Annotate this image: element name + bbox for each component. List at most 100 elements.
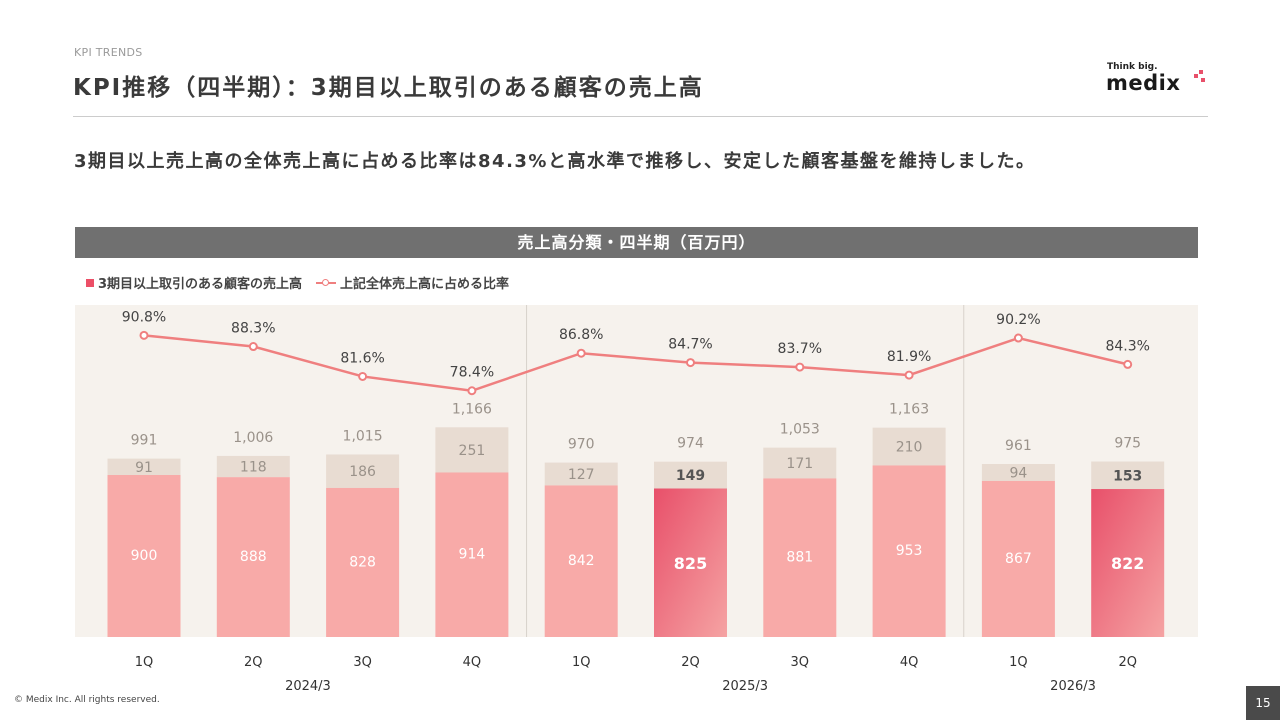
ratio-point — [248, 342, 258, 352]
bar-total-label: 1,015 — [343, 428, 383, 444]
legend-bar-swatch — [86, 278, 94, 287]
bar-other-value-label: 210 — [896, 440, 923, 456]
ratio-value-label: 81.9% — [887, 349, 931, 365]
x-tick-label: 2Q — [244, 655, 263, 670]
ratio-value-label: 88.3% — [231, 321, 275, 337]
bar-base-segment — [107, 475, 181, 637]
bar-total-label: 961 — [1005, 438, 1032, 454]
bar-other-segment — [326, 454, 400, 488]
bar-base-segment — [544, 485, 618, 637]
bar-total-label: 1,163 — [889, 402, 929, 418]
bar-other-value-label: 149 — [676, 468, 705, 484]
bar-base-value-label: 828 — [349, 554, 376, 570]
bar-base-value-label: 825 — [674, 554, 707, 573]
bar-base-value-label: 881 — [786, 550, 813, 566]
bar-other-segment — [544, 462, 618, 486]
legend-line-label: 上記全体売上高に占める比率 — [340, 277, 510, 292]
copyright: © Medix Inc. All rights reserved. — [14, 695, 160, 705]
x-tick-label: 4Q — [463, 655, 482, 670]
ratio-value-label: 86.8% — [559, 327, 603, 343]
x-tick-label: 2Q — [681, 655, 700, 670]
bar-base-value-label: 888 — [240, 549, 267, 565]
x-period-label: 2024/3 — [285, 679, 331, 694]
bar-base-value-label: 867 — [1005, 551, 1032, 567]
ratio-point — [795, 362, 805, 372]
bar-base-segment — [654, 488, 727, 637]
bar-total-label: 1,053 — [780, 422, 820, 438]
x-tick-label: 2Q — [1118, 655, 1137, 670]
x-tick-label: 3Q — [791, 655, 810, 670]
bar-other-segment — [872, 427, 946, 466]
bar-other-segment — [1091, 461, 1165, 490]
x-tick-label: 1Q — [1009, 655, 1028, 670]
bar-base-segment — [435, 472, 509, 637]
x-period-label: 2025/3 — [722, 679, 768, 694]
lead-text: 3期目以上売上高の全体売上高に占める比率は84.3%と高水準で推移し、安定した顧… — [74, 151, 1036, 172]
logo-mark — [1201, 78, 1205, 82]
section-label: KPI TRENDS — [74, 46, 143, 59]
bar-base-segment — [872, 465, 946, 637]
bar-other-segment — [435, 427, 509, 473]
ratio-point — [358, 371, 368, 381]
ratio-point — [904, 370, 914, 380]
ratio-value-label: 81.6% — [340, 350, 384, 366]
bar-base-segment — [981, 480, 1055, 637]
bar-base-segment — [1091, 489, 1165, 637]
page-number: 15 — [1246, 686, 1280, 720]
ratio-line — [143, 334, 1128, 393]
bar-other-value-label: 94 — [1009, 465, 1027, 481]
bar-total-label: 970 — [568, 437, 595, 453]
bar-base-value-label: 900 — [131, 548, 158, 564]
ratio-point — [1013, 333, 1023, 343]
bar-total-label: 1,166 — [452, 401, 492, 417]
logo-mark — [1199, 70, 1203, 74]
legend-line-swatch — [316, 278, 337, 287]
x-tick-label: 4Q — [900, 655, 919, 670]
bar-other-value-label: 171 — [786, 456, 813, 472]
bar-base-segment — [763, 478, 837, 637]
bar-total-label: 991 — [131, 433, 158, 449]
bar-other-segment — [654, 461, 727, 489]
ratio-value-label: 90.2% — [996, 312, 1040, 328]
bar-other-segment — [216, 455, 290, 478]
bar-other-value-label: 186 — [349, 464, 376, 480]
bar-base-value-label: 953 — [896, 543, 923, 559]
ratio-value-label: 84.7% — [668, 337, 712, 353]
header-divider — [73, 116, 1208, 117]
bar-total-label: 974 — [677, 436, 704, 452]
bar-other-value-label: 118 — [240, 460, 267, 476]
chart-title-banner: 売上高分類・四半期（百万円） — [75, 227, 1198, 258]
x-tick-label: 1Q — [572, 655, 591, 670]
ratio-point — [467, 386, 477, 396]
ratio-point — [1123, 359, 1133, 369]
ratio-value-label: 83.7% — [778, 341, 822, 357]
logo-mark — [1194, 74, 1198, 78]
logo-tagline: Think big. — [1107, 62, 1158, 72]
chart-legend: 3期目以上取引のある顧客の売上高 上記全体売上高に占める比率 — [86, 273, 509, 292]
bar-other-segment — [763, 447, 837, 479]
bar-base-value-label: 842 — [568, 553, 595, 569]
ratio-point — [686, 358, 695, 368]
page-title: KPI推移（四半期）：3期目以上取引のある顧客の売上高 — [73, 75, 704, 101]
bar-other-segment — [107, 458, 181, 475]
x-period-label: 2026/3 — [1050, 679, 1096, 694]
bar-base-segment — [326, 487, 400, 637]
logo-wordmark: medix — [1106, 71, 1181, 95]
x-tick-label: 1Q — [135, 655, 154, 670]
bar-other-segment — [981, 464, 1055, 481]
bar-other-value-label: 91 — [135, 460, 153, 476]
ratio-value-label: 78.4% — [450, 365, 494, 381]
bar-base-value-label: 914 — [459, 547, 486, 563]
bar-other-value-label: 251 — [459, 443, 486, 459]
bar-base-value-label: 822 — [1111, 554, 1144, 573]
ratio-point — [139, 330, 149, 340]
x-tick-label: 3Q — [353, 655, 372, 670]
bar-total-label: 975 — [1114, 436, 1141, 452]
ratio-point — [576, 348, 586, 358]
ratio-value-label: 90.8% — [122, 309, 166, 325]
legend-bar-label: 3期目以上取引のある顧客の売上高 — [98, 277, 303, 292]
ratio-value-label: 84.3% — [1105, 338, 1149, 354]
bar-total-label: 1,006 — [233, 430, 273, 446]
company-logo: Think big. medix — [1106, 62, 1206, 96]
